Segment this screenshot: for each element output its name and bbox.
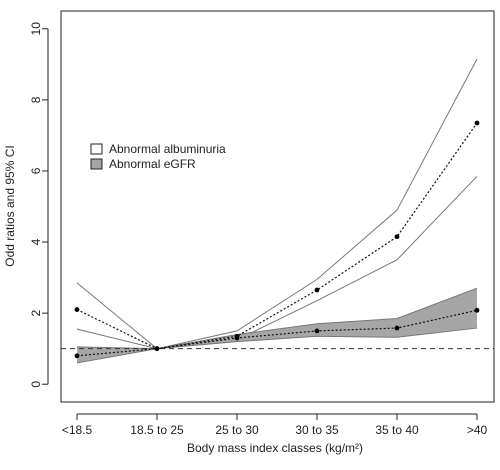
x-tick-label-2: 25 to 30 (215, 423, 259, 437)
y-tick-label-0: 0 (29, 381, 43, 388)
data-point-1-0 (74, 353, 80, 359)
data-point-0-0 (74, 307, 80, 312)
y-tick-label-4: 8 (29, 96, 43, 103)
legend-label-1: Abnormal eGFR (109, 157, 196, 171)
data-point-1-2 (234, 335, 240, 341)
x-tick-label-4: 35 to 40 (375, 423, 419, 437)
data-point-1-4 (394, 325, 400, 331)
x-tick-label-0: <18.5 (62, 423, 93, 437)
data-point-1-5 (474, 307, 480, 313)
y-tick-label-5: 10 (29, 22, 43, 36)
plot-frame (60, 10, 495, 403)
series-line-0 (76, 122, 478, 350)
data-point-0-3 (314, 287, 320, 293)
series-line-1 (76, 309, 478, 357)
ci-lower-line-0 (76, 175, 478, 350)
x-tick-label-1: 18.5 to 25 (130, 423, 184, 437)
y-tick-label-2: 4 (29, 238, 43, 245)
data-point-0-5 (474, 120, 480, 126)
x-tick-label-5: >40 (467, 423, 488, 437)
ci-band-1 (77, 288, 477, 363)
legend-swatch-0 (90, 143, 103, 155)
x-axis-title: Body mass index classes (kg/m²) (187, 441, 363, 455)
ci-lower-line-1 (76, 327, 478, 364)
data-point-0-4 (394, 234, 400, 240)
x-tick-label-3: 30 to 35 (295, 423, 339, 437)
y-tick-label-3: 6 (29, 167, 43, 174)
data-point-1-3 (314, 328, 320, 334)
legend-label-0: Abnormal albuminuria (109, 142, 226, 156)
data-point-1-1 (154, 346, 160, 352)
legend-swatch-1 (90, 158, 103, 170)
y-axis-title: Odd ratios and 95% CI (3, 145, 17, 266)
ci-upper-line-0 (76, 58, 478, 350)
y-tick-label-1: 2 (29, 309, 43, 316)
